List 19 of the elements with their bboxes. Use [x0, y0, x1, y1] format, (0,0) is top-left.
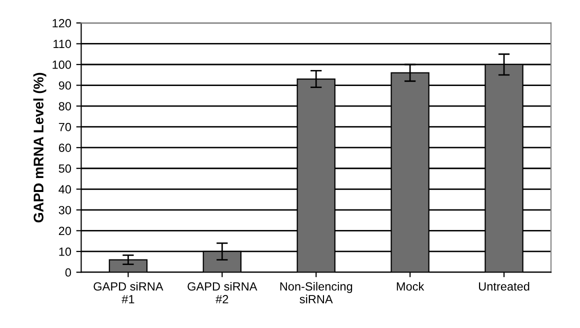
y-tick-label: 10	[59, 248, 72, 256]
y-tick-label: 40	[58, 185, 72, 194]
y-tick-label: 20	[58, 226, 72, 236]
x-tick-label: Mock	[396, 282, 424, 291]
x-tick-label: GAPD siRNA #1	[94, 282, 164, 304]
x-tick-label: Untreated	[479, 282, 530, 291]
y-tick-label: 100	[52, 60, 72, 69]
y-tick-label: 60	[58, 144, 72, 152]
y-tick-label: 50	[58, 164, 72, 173]
x-tick-label: Non-Silencing siRNA	[280, 282, 352, 304]
y-tick-label: 80	[58, 102, 72, 110]
y-tick-label: 0	[65, 268, 72, 277]
y-tick-label: 70	[58, 122, 72, 132]
y-tick-label: 120	[52, 18, 72, 28]
x-tick-label: GAPD siRNA #2	[188, 282, 258, 304]
y-tick-label: 30	[58, 206, 72, 214]
y-tick-label: 110	[54, 40, 72, 48]
y-tick-label: 90	[58, 81, 72, 90]
y-axis-title: GAPD mRNA Level (%)	[33, 72, 46, 222]
